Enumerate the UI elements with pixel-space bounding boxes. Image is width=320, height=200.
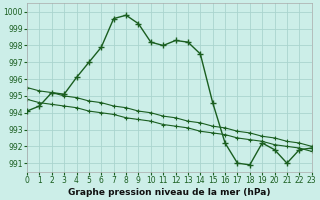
- X-axis label: Graphe pression niveau de la mer (hPa): Graphe pression niveau de la mer (hPa): [68, 188, 271, 197]
